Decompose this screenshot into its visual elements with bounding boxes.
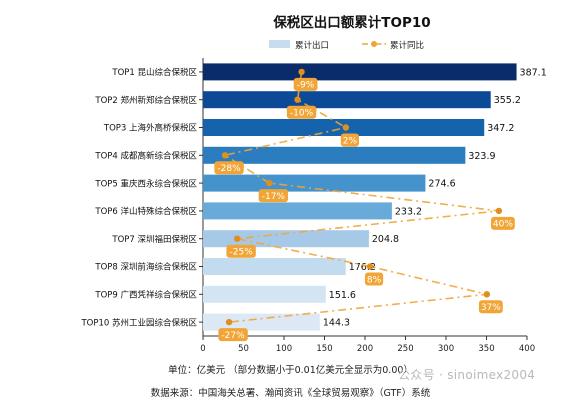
yoy-point [483, 291, 491, 298]
x-tick-label: 100 [276, 344, 292, 354]
bar [203, 313, 320, 331]
category-label: TOP5 重庆西永综合保税区 [94, 178, 197, 189]
x-tick-label: 50 [238, 344, 249, 354]
bar [203, 63, 517, 81]
legend-line-marker [371, 41, 377, 47]
x-tick-label: 250 [397, 344, 413, 354]
x-tick-label: 0 [200, 344, 205, 354]
category-label: TOP1 昆山综合保税区 [111, 67, 197, 78]
bar-value-label: 233.2 [395, 206, 422, 217]
yoy-label-box [226, 244, 256, 258]
yoy-label: -27% [221, 331, 245, 341]
legend: 累计出口 累计同比 [269, 40, 424, 51]
chart-title: 保税区出口额累计TOP10 [272, 14, 430, 31]
category-label: TOP7 深圳福田保税区 [111, 234, 197, 245]
yoy-point [342, 124, 350, 131]
legend-bar-label: 累计出口 [295, 40, 329, 51]
yoy-point [266, 179, 273, 187]
category-label: TOP2 郑州新郑综合保税区 [94, 95, 197, 106]
yoy-label: -10% [290, 109, 314, 119]
yoy-label-box [478, 300, 503, 314]
yoy-label: -25% [230, 248, 254, 258]
yoy-line [222, 71, 500, 323]
x-tick-label: 150 [316, 344, 332, 354]
category-label: TOP10 苏州工业园综合保税区 [80, 317, 197, 328]
yoy-label-box [364, 272, 384, 286]
bar-value-label: 323.9 [468, 151, 495, 162]
x-tick-label: 350 [478, 344, 494, 354]
yoy-label-box [293, 77, 318, 91]
yoy-point [366, 263, 374, 270]
yoy-point [298, 68, 305, 76]
yoy-point [495, 207, 503, 215]
yoy-label: -17% [262, 192, 286, 202]
bar-value-label: 347.2 [487, 123, 514, 134]
yoy-label-box [258, 189, 289, 203]
yoy-label: 2% [343, 136, 358, 146]
yoy-label: 8% [367, 275, 382, 285]
yoy-label: 40% [493, 220, 513, 230]
yoy-label-box [340, 133, 359, 147]
x-tick-label: 400 [519, 344, 535, 354]
bar-value-label: 204.8 [372, 234, 399, 245]
source-note: 数据来源：中国海关总署、瀚闻资讯《全球贸易观察》（GTF）系统 [150, 388, 431, 399]
bar [203, 202, 392, 220]
x-tick-label: 300 [438, 344, 454, 354]
bar [203, 285, 326, 303]
unit-note: 单位：亿美元 （部分数据小于0.01亿美元全显示为0.00） [168, 365, 413, 376]
bar [203, 230, 369, 248]
yoy-label-box [491, 216, 515, 230]
yoy-point [221, 152, 229, 159]
yoy-label: -28% [217, 164, 241, 174]
yoy-point [294, 96, 301, 103]
yoy-label: -9% [297, 81, 315, 91]
bar-value-label: 151.6 [329, 290, 356, 301]
category-label: TOP6 洋山特殊综合保税区 [94, 206, 197, 217]
bar-value-label: 176.2 [349, 262, 376, 273]
yoy-label-box [218, 328, 248, 342]
yoy-label-box [214, 161, 244, 175]
bar [203, 146, 466, 164]
yoy-label: 37% [481, 303, 501, 313]
category-label: TOP4 成都高新综合保税区 [94, 151, 197, 162]
watermark: 公众号 · sinoimex2004 [398, 368, 536, 382]
category-label: TOP8 深圳前海综合保税区 [94, 262, 197, 273]
yoy-point [225, 318, 233, 326]
bar-value-label: 274.6 [428, 179, 455, 190]
bar-value-label: 355.2 [494, 95, 521, 106]
legend-bar-swatch [269, 40, 290, 48]
yoy-point [233, 235, 241, 242]
bar-value-label: 144.3 [323, 318, 350, 329]
yoy-label-box [286, 105, 317, 119]
bar [203, 258, 346, 275]
bar-value-label: 387.1 [520, 67, 547, 78]
category-label: TOP9 广西凭祥综合保税区 [94, 290, 197, 301]
x-tick-label: 200 [357, 344, 373, 354]
bar [203, 91, 491, 109]
category-label: TOP3 上海外高桥保税区 [103, 123, 198, 134]
bar [203, 174, 426, 192]
legend-line-label: 累计同比 [390, 40, 424, 51]
